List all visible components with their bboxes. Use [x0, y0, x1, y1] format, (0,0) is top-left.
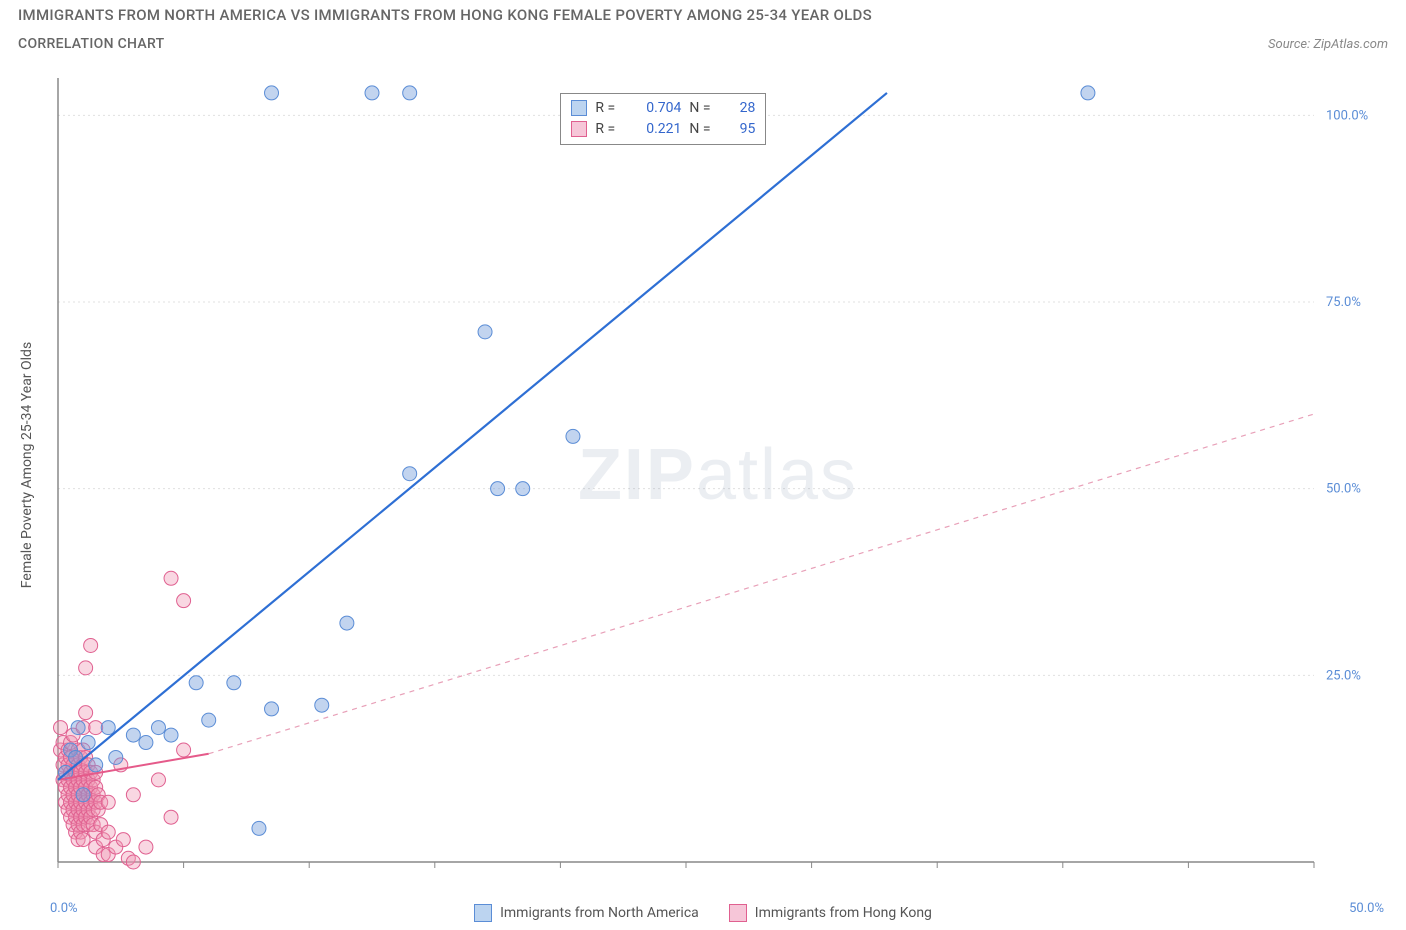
- legend-item-hong-kong: Immigrants from Hong Kong: [729, 904, 932, 922]
- r-value: 0.704: [633, 98, 681, 119]
- y-axis-label-wrap: Female Poverty Among 25-34 Year Olds: [12, 0, 42, 930]
- legend-label-north-america: Immigrants from North America: [500, 905, 699, 921]
- source-name: ZipAtlas.com: [1313, 37, 1388, 52]
- y-tick-label: 100.0%: [1326, 108, 1368, 123]
- chart-svg: 25.0% 50.0% 75.0% 100.0%: [50, 70, 1386, 880]
- y-axis-label: Female Poverty Among 25-34 Year Olds: [19, 342, 35, 588]
- r-label: R =: [595, 119, 625, 140]
- plot-area: 25.0%50.0%75.0%100.0% ZIPatlas R =0.704N…: [50, 70, 1386, 880]
- chart-title: IMMIGRANTS FROM NORTH AMERICA VS IMMIGRA…: [18, 6, 872, 24]
- series-legend: Immigrants from North America Immigrants…: [0, 904, 1406, 922]
- legend-item-north-america: Immigrants from North America: [474, 904, 699, 922]
- legend-swatch-blue: [474, 904, 492, 922]
- subtitle-row: CORRELATION CHART Source: ZipAtlas.com: [18, 36, 1388, 52]
- source-attribution: Source: ZipAtlas.com: [1268, 37, 1388, 52]
- legend-swatch-pink: [729, 904, 747, 922]
- correlation-swatch: [571, 100, 587, 116]
- y-tick-label: 75.0%: [1326, 295, 1361, 310]
- n-label: N =: [689, 119, 719, 140]
- n-value: 95: [727, 119, 755, 140]
- correlation-swatch: [571, 121, 587, 137]
- n-label: N =: [689, 98, 719, 119]
- legend-label-hong-kong: Immigrants from Hong Kong: [755, 905, 932, 921]
- y-tick-label: 50.0%: [1326, 482, 1361, 497]
- source-prefix: Source:: [1268, 37, 1313, 52]
- correlation-row: R = 0.221 N = 95: [571, 119, 755, 140]
- y-tick-label: 25.0%: [1326, 668, 1361, 683]
- r-label: R =: [595, 98, 625, 119]
- chart-container: IMMIGRANTS FROM NORTH AMERICA VS IMMIGRA…: [0, 0, 1406, 930]
- correlation-row: R = 0.704 N = 28: [571, 98, 755, 119]
- n-value: 28: [727, 98, 755, 119]
- correlation-legend: R = 0.704 N = 28 R = 0.221 N = 95: [560, 93, 766, 145]
- r-value: 0.221: [633, 119, 681, 140]
